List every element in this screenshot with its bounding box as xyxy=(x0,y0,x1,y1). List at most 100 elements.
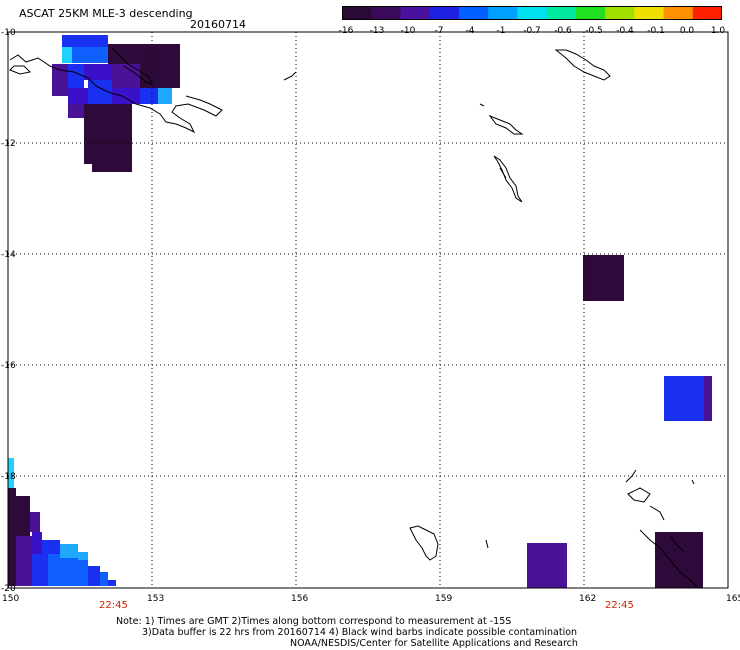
colorbar-segment xyxy=(605,6,635,20)
lat-label: -16 xyxy=(1,361,16,371)
longitude-labels: 150 153 156 159 162 165 xyxy=(2,594,740,604)
data-cell xyxy=(704,376,712,421)
coastline-solomons-4 xyxy=(499,167,507,179)
data-cell xyxy=(8,458,14,488)
data-cell xyxy=(68,88,88,104)
data-cell xyxy=(52,64,68,80)
colorbar-segment xyxy=(575,6,606,20)
data-cell xyxy=(100,572,108,586)
note-line-2: 3)Data buffer is 22 hrs from 20160714 4)… xyxy=(142,627,578,638)
data-cell xyxy=(30,512,40,532)
data-cell xyxy=(84,118,132,164)
colorbar-label: -16 xyxy=(338,26,354,36)
note-line-1: Note: 1) Times are GMT 2)Times along bot… xyxy=(116,616,512,627)
lon-label: 153 xyxy=(147,594,164,604)
data-cell xyxy=(108,580,116,586)
data-cell xyxy=(527,543,567,588)
pass-time-2: 22:45 xyxy=(605,600,634,611)
colorbar-frame xyxy=(342,6,722,20)
colorbar-segment xyxy=(342,6,372,20)
data-cell xyxy=(92,164,132,172)
coastline-new-britain xyxy=(9,54,223,134)
plot-frame xyxy=(7,31,729,589)
coastlines xyxy=(9,47,697,587)
map-title: ASCAT 25KM MLE-3 descending xyxy=(19,7,193,20)
colorbar-label: 1.0 xyxy=(710,26,726,36)
colorbar-segment xyxy=(400,6,431,20)
data-cell xyxy=(78,552,88,560)
coastline-islet-2 xyxy=(283,71,297,81)
colorbar-segment xyxy=(458,6,489,20)
colorbar-label: -10 xyxy=(400,26,416,36)
coastline-vanuatu-6 xyxy=(669,535,685,553)
data-cell xyxy=(664,376,708,421)
lon-label: 165 xyxy=(726,594,740,604)
colorbar xyxy=(342,6,722,20)
colorbar-label: -13 xyxy=(369,26,385,36)
data-cell xyxy=(62,47,72,63)
colorbar-label: -0.1 xyxy=(647,26,665,36)
coastline-vanuatu-3 xyxy=(649,505,665,521)
coastline-solomons-3 xyxy=(493,155,523,203)
data-cell xyxy=(42,540,60,554)
colorbar-labels: -16 -13 -10 -7 -4 -1 -0.7 -0.6 -0.5 -0.4 -0.1 0.0 1.… xyxy=(338,26,726,38)
colorbar-segment xyxy=(488,6,518,20)
coastline-islet-1 xyxy=(9,65,32,75)
lat-label: -14 xyxy=(1,250,16,260)
data-cell xyxy=(48,554,70,586)
data-cell xyxy=(68,64,84,88)
colorbar-segment xyxy=(634,6,665,20)
coastline-vanuatu-1 xyxy=(625,469,637,483)
data-cell xyxy=(140,64,180,88)
lon-label: 159 xyxy=(435,594,452,604)
lon-label: 162 xyxy=(579,594,596,604)
data-cell xyxy=(655,532,703,588)
data-cell xyxy=(16,496,30,536)
data-cell xyxy=(32,532,42,554)
colorbar-label: -4 xyxy=(465,26,475,36)
colorbar-segment xyxy=(371,6,401,20)
lat-label: -18 xyxy=(1,472,16,482)
colorbar-segment xyxy=(546,6,577,20)
coastline-new-caledonia xyxy=(409,525,439,561)
coastline-new-ireland xyxy=(111,47,153,85)
data-cell xyxy=(108,44,180,64)
lon-label: 156 xyxy=(291,594,308,604)
colorbar-segment xyxy=(517,6,548,20)
note-line-3: NOAA/NESDIS/Center for Satellite Applica… xyxy=(290,638,578,649)
data-cell xyxy=(84,64,112,80)
data-cell xyxy=(84,104,132,118)
data-cell xyxy=(583,255,624,301)
colorbar-label: -0.6 xyxy=(554,26,572,36)
coastline-vanuatu-4 xyxy=(639,529,697,587)
coastline-nc-islet xyxy=(485,539,489,549)
data-cell xyxy=(60,544,78,558)
colorbar-segment xyxy=(663,6,694,20)
colorbar-label: -1 xyxy=(496,26,506,36)
colorbar-label: -0.5 xyxy=(585,26,603,36)
data-cell xyxy=(32,554,48,586)
grid-lines xyxy=(8,32,728,588)
lat-label: -12 xyxy=(1,139,16,149)
data-cell xyxy=(68,104,84,118)
coastline-vanuatu-2 xyxy=(627,487,651,503)
data-cell xyxy=(62,35,108,47)
colorbar-label: 0.0 xyxy=(679,26,695,36)
latitude-labels: -10 -12 -14 -16 -18 -20 xyxy=(1,28,16,594)
data-cell xyxy=(140,88,158,104)
data-cell xyxy=(16,536,32,586)
map-plot: 150 153 156 159 162 165 -10 -12 -14 -16 -18 -20 xyxy=(1,28,740,604)
lon-label: 150 xyxy=(2,594,19,604)
colorbar-label: -7 xyxy=(434,26,444,36)
data-cell xyxy=(8,488,16,586)
coastline-solomons-1 xyxy=(488,114,524,135)
data-cell xyxy=(52,80,68,96)
data-cell xyxy=(70,558,88,586)
data-cell xyxy=(88,566,100,586)
data-cell xyxy=(112,88,140,104)
lat-label: -20 xyxy=(1,584,16,594)
data-cell xyxy=(158,88,172,104)
coastline-bougainville xyxy=(554,49,611,81)
pass-time-1: 22:45 xyxy=(99,600,128,611)
map-date: 20160714 xyxy=(190,18,246,31)
